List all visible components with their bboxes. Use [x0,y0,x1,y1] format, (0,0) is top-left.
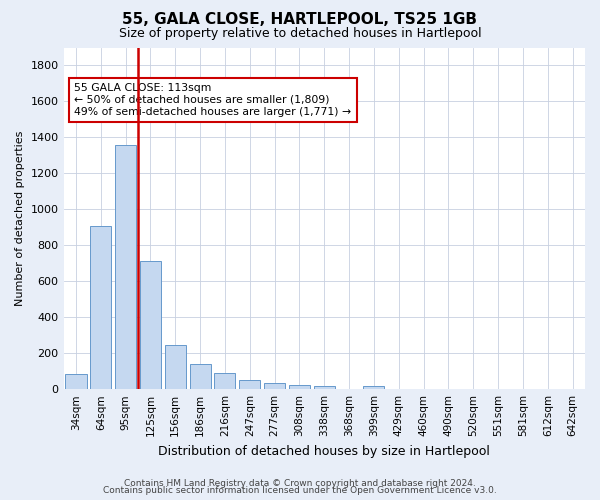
Bar [364,386,385,389]
Bar [214,374,235,389]
Y-axis label: Number of detached properties: Number of detached properties [15,130,25,306]
Bar [65,374,86,389]
Bar [289,385,310,389]
Bar [115,144,136,389]
Text: Size of property relative to detached houses in Hartlepool: Size of property relative to detached ho… [119,28,481,40]
Text: Contains HM Land Registry data © Crown copyright and database right 2024.: Contains HM Land Registry data © Crown c… [124,478,476,488]
Bar [264,384,285,389]
Bar [140,262,161,389]
Text: 55, GALA CLOSE, HARTLEPOOL, TS25 1GB: 55, GALA CLOSE, HARTLEPOOL, TS25 1GB [122,12,478,28]
Bar [165,344,186,389]
Text: 55 GALA CLOSE: 113sqm
← 50% of detached houses are smaller (1,809)
49% of semi-d: 55 GALA CLOSE: 113sqm ← 50% of detached … [74,84,351,116]
Text: Contains public sector information licensed under the Open Government Licence v3: Contains public sector information licen… [103,486,497,495]
Bar [239,380,260,389]
X-axis label: Distribution of detached houses by size in Hartlepool: Distribution of detached houses by size … [158,444,490,458]
Bar [314,386,335,389]
Bar [90,226,112,389]
Bar [190,364,211,389]
